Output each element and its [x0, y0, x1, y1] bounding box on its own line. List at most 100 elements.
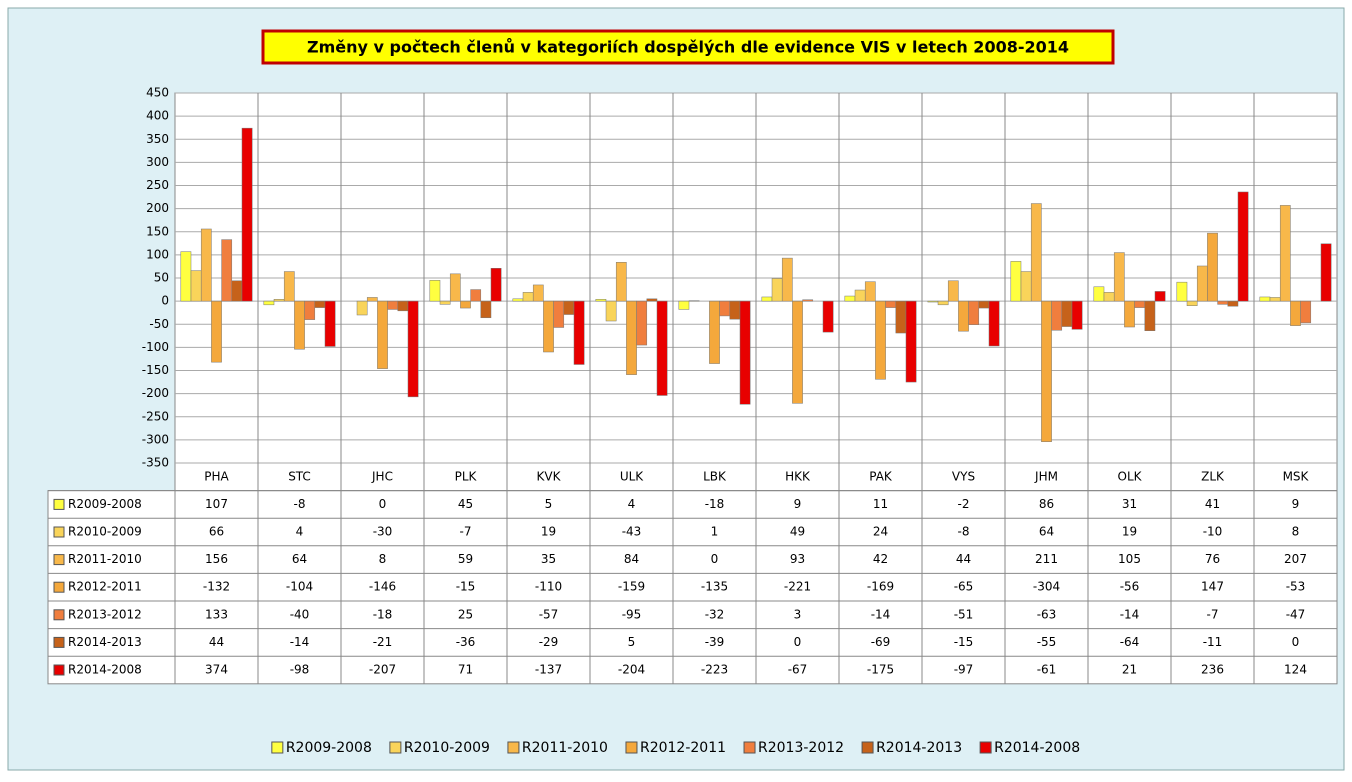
- bar: [264, 301, 274, 305]
- table-cell: 0: [1292, 635, 1300, 649]
- table-cell: 21: [1122, 663, 1137, 677]
- bar: [1135, 301, 1145, 307]
- table-cell: 66: [209, 525, 224, 539]
- bar: [1260, 297, 1270, 301]
- bar: [315, 301, 325, 307]
- bar: [1228, 301, 1238, 306]
- legend-label: R2012-2011: [640, 740, 726, 756]
- table-cell: -30: [373, 525, 393, 539]
- table-cell: 25: [458, 607, 473, 621]
- table-cell: 84: [624, 552, 639, 566]
- table-cell: -223: [701, 663, 728, 677]
- table-row-label: R2010-2009: [68, 525, 142, 539]
- table-row-label: R2013-2012: [68, 607, 142, 621]
- bar: [596, 299, 606, 301]
- bar: [1114, 253, 1124, 302]
- table-cell: 156: [205, 552, 228, 566]
- table-cell: 42: [873, 552, 888, 566]
- x-tick-label: OLK: [1118, 469, 1143, 483]
- table-cell: 374: [205, 663, 228, 677]
- bar: [772, 278, 782, 301]
- x-tick-label: JHC: [371, 469, 393, 483]
- bar: [1072, 301, 1082, 329]
- table-cell: 211: [1035, 552, 1058, 566]
- bar: [896, 301, 906, 333]
- legend-key: [744, 742, 755, 753]
- legend-label: R2011-2010: [522, 740, 608, 756]
- x-tick-label: KVK: [537, 469, 562, 483]
- x-tick-label: LBK: [703, 469, 727, 483]
- bar: [460, 301, 470, 308]
- bar: [803, 300, 813, 301]
- table-cell: 3: [794, 607, 802, 621]
- table-cell: -146: [369, 580, 396, 594]
- bar: [513, 299, 523, 301]
- bar: [865, 282, 875, 301]
- bar: [1011, 261, 1021, 301]
- table-cell: 86: [1039, 497, 1054, 511]
- table-cell: 44: [209, 635, 224, 649]
- table-legend-key: [54, 665, 64, 675]
- table-cell: 19: [541, 525, 556, 539]
- bar: [1155, 291, 1165, 301]
- bar: [1052, 301, 1062, 330]
- table-cell: 11: [873, 497, 888, 511]
- table-cell: 24: [873, 525, 888, 539]
- table-cell: -57: [539, 607, 559, 621]
- bar: [886, 301, 896, 307]
- table-cell: 76: [1205, 552, 1220, 566]
- table-cell: 4: [628, 497, 636, 511]
- bar: [938, 301, 948, 305]
- table-cell: 147: [1201, 580, 1224, 594]
- legend-label: R2013-2012: [758, 740, 844, 756]
- y-tick-label: -200: [142, 386, 169, 400]
- table-row-label: R2014-2013: [68, 635, 142, 649]
- bar: [792, 301, 802, 403]
- bar: [471, 290, 481, 302]
- table-cell: 59: [458, 552, 473, 566]
- bar: [533, 285, 543, 301]
- table-cell: 49: [790, 525, 805, 539]
- bar: [543, 301, 553, 352]
- bar: [1187, 301, 1197, 306]
- table-cell: -221: [784, 580, 811, 594]
- bar: [232, 281, 242, 301]
- y-tick-label: 450: [146, 86, 169, 100]
- table-cell: 5: [545, 497, 553, 511]
- bar: [222, 240, 232, 302]
- bar: [1197, 266, 1207, 301]
- bar: [408, 301, 418, 397]
- table-cell: -18: [705, 497, 725, 511]
- table-cell: -135: [701, 580, 728, 594]
- bar: [606, 301, 616, 321]
- table-cell: 41: [1205, 497, 1220, 511]
- legend-key: [390, 742, 401, 753]
- bar: [626, 301, 636, 375]
- bar: [740, 301, 750, 404]
- legend-label: R2014-2008: [994, 740, 1080, 756]
- table-cell: -56: [1120, 580, 1140, 594]
- bar: [1177, 282, 1187, 301]
- table-cell: 9: [794, 497, 802, 511]
- table-cell: -61: [1037, 663, 1057, 677]
- table-cell: -175: [867, 663, 894, 677]
- table-cell: -159: [618, 580, 645, 594]
- legend-label: R2014-2013: [876, 740, 962, 756]
- data-table: [48, 491, 1337, 684]
- bar: [1238, 192, 1248, 301]
- table-cell: -51: [954, 607, 974, 621]
- bar: [367, 297, 377, 301]
- y-tick-label: 100: [146, 247, 169, 261]
- table-cell: 64: [292, 552, 307, 566]
- bar: [430, 280, 440, 301]
- table-cell: -15: [456, 580, 476, 594]
- bar: [969, 301, 979, 325]
- y-tick-label: 250: [146, 178, 169, 192]
- table-cell: -169: [867, 580, 894, 594]
- bar: [398, 301, 408, 311]
- table-cell: -137: [535, 663, 562, 677]
- table-cell: -97: [954, 663, 974, 677]
- x-tick-label: STC: [288, 469, 311, 483]
- y-tick-label: 400: [146, 109, 169, 123]
- table-cell: -21: [373, 635, 393, 649]
